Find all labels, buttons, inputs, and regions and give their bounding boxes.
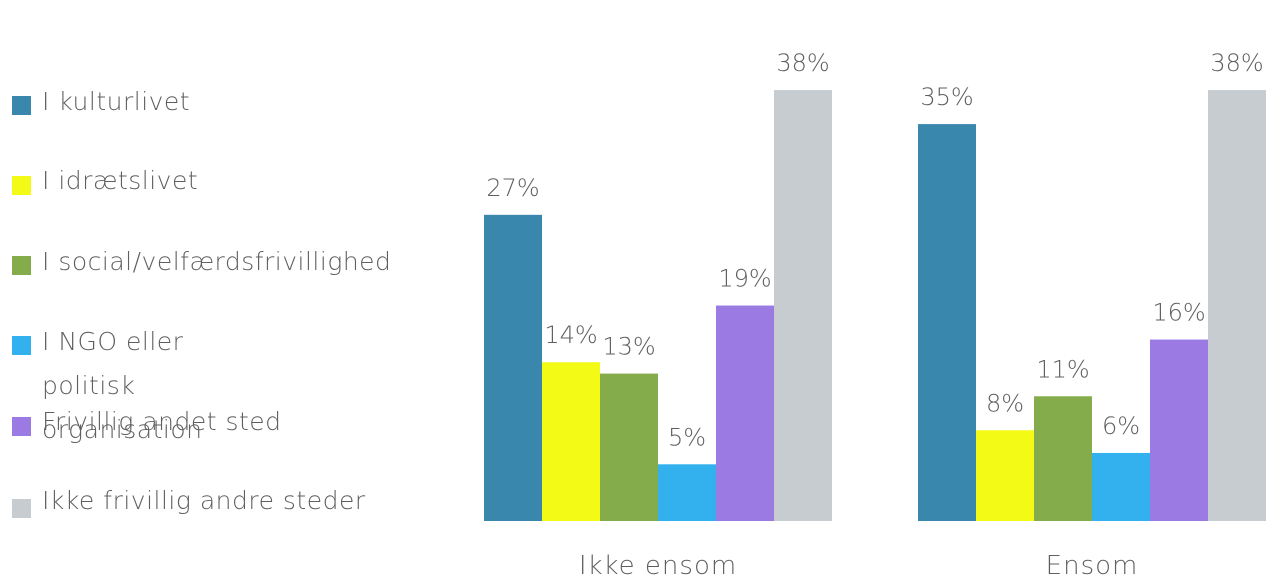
legend-label: Frivillig andet sted: [42, 407, 282, 436]
data-label: 11%: [1036, 355, 1089, 383]
bar[interactable]: [658, 464, 716, 521]
bar[interactable]: [1150, 339, 1208, 521]
category-label: Ikke ensom: [579, 551, 737, 578]
bar[interactable]: [976, 430, 1034, 521]
data-label: 6%: [1102, 412, 1140, 440]
data-label: 14%: [544, 321, 597, 349]
legend-label: I idrætslivet: [42, 166, 199, 195]
data-label: 35%: [920, 83, 973, 111]
data-label: 38%: [776, 49, 829, 77]
bar[interactable]: [542, 362, 600, 521]
data-label: 38%: [1210, 49, 1263, 77]
legend-swatch: [12, 256, 31, 275]
data-label: 13%: [602, 333, 655, 361]
bar[interactable]: [918, 124, 976, 521]
legend-swatch: [12, 336, 31, 355]
bar[interactable]: [1034, 396, 1092, 521]
bar-group: 35% 8% 11% 6% 16% 38%: [918, 49, 1266, 521]
data-label: 8%: [986, 389, 1024, 417]
legend-label: I kulturlivet: [42, 87, 191, 116]
legend-label: Ikke frivillig andre steder: [42, 486, 366, 515]
legend-swatch: [12, 499, 31, 518]
category-label: Ensom: [1046, 551, 1139, 578]
data-label: 16%: [1152, 299, 1205, 327]
legend-swatch: [12, 176, 31, 195]
bar[interactable]: [1208, 90, 1266, 521]
legend-label: I NGO eller politisk organisation: [42, 327, 203, 444]
bar[interactable]: [774, 90, 832, 521]
data-label: 19%: [718, 265, 771, 293]
bar[interactable]: [600, 373, 658, 521]
bar[interactable]: [1092, 452, 1150, 521]
legend-swatch: [12, 96, 31, 115]
data-label: 5%: [668, 423, 706, 451]
bar[interactable]: [716, 305, 774, 521]
bar[interactable]: [484, 214, 542, 521]
chart-legend: I kulturlivet I idrætslivet I social/vel…: [12, 0, 422, 578]
bar-group: 27% 14% 13% 5% 19% 38%: [484, 49, 832, 521]
data-label: 27%: [486, 174, 539, 202]
legend-swatch: [12, 417, 31, 436]
legend-label: I social/velfærdsfrivillighed: [42, 247, 392, 276]
